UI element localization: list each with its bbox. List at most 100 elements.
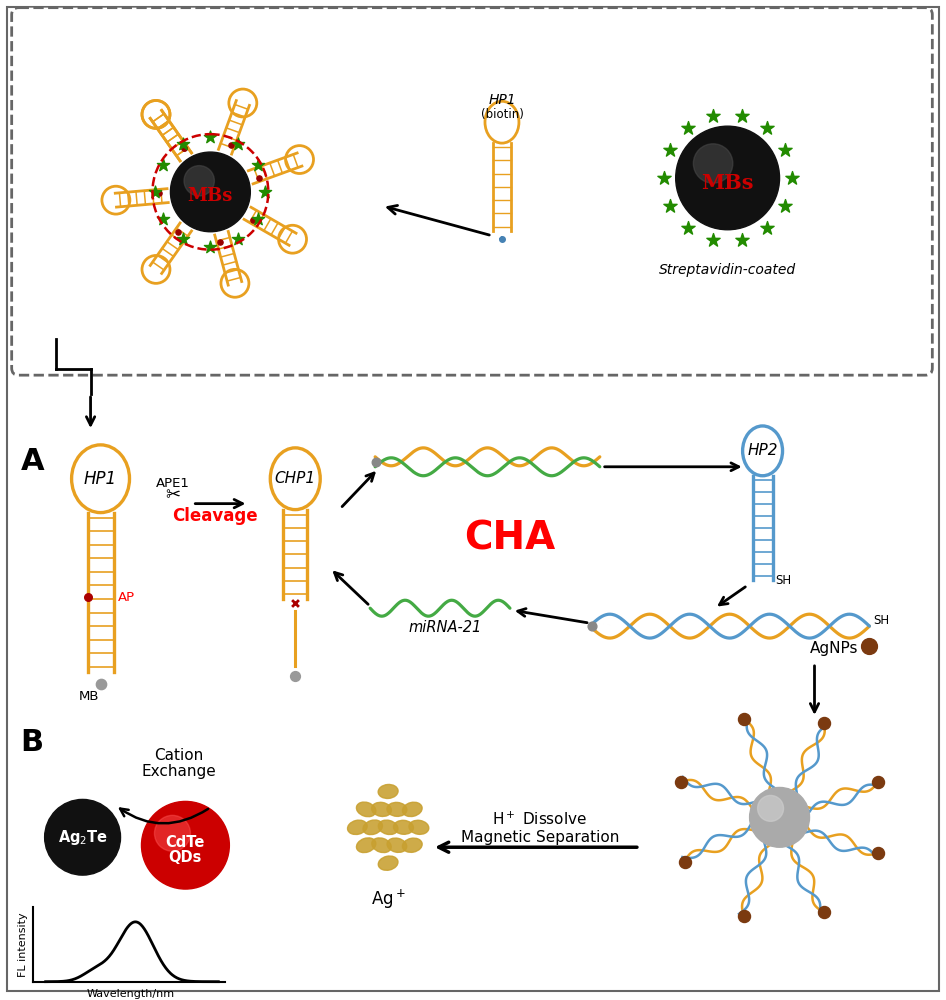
Text: Exchange: Exchange bbox=[141, 764, 216, 779]
Text: CHA: CHA bbox=[464, 519, 555, 557]
Text: HP2: HP2 bbox=[747, 443, 778, 458]
Point bbox=[252, 170, 267, 186]
Point bbox=[706, 108, 721, 124]
Point bbox=[706, 232, 721, 248]
Text: SH: SH bbox=[873, 614, 889, 627]
Text: Magnetic Separation: Magnetic Separation bbox=[461, 830, 619, 845]
Text: H$^+$ Dissolve: H$^+$ Dissolve bbox=[492, 811, 587, 828]
Point bbox=[251, 211, 266, 227]
Text: SH: SH bbox=[776, 574, 792, 587]
Point bbox=[680, 220, 695, 236]
Ellipse shape bbox=[363, 820, 382, 835]
Text: miRNA-21: miRNA-21 bbox=[409, 620, 482, 635]
Ellipse shape bbox=[394, 820, 413, 834]
Point bbox=[202, 239, 218, 255]
Text: AP: AP bbox=[117, 591, 134, 604]
Circle shape bbox=[675, 126, 780, 230]
Point bbox=[495, 231, 510, 247]
Point bbox=[251, 157, 266, 173]
Text: A: A bbox=[21, 447, 44, 476]
Point bbox=[870, 845, 885, 861]
Point bbox=[93, 676, 108, 692]
Ellipse shape bbox=[372, 838, 392, 853]
Circle shape bbox=[154, 815, 190, 851]
Point bbox=[175, 231, 190, 247]
Point bbox=[80, 589, 96, 605]
Point bbox=[155, 157, 170, 173]
Point bbox=[257, 184, 272, 200]
Text: CHP1: CHP1 bbox=[274, 471, 316, 486]
FancyArrowPatch shape bbox=[120, 809, 208, 823]
Point bbox=[148, 184, 163, 200]
Point bbox=[495, 231, 510, 247]
Point bbox=[177, 140, 192, 156]
Ellipse shape bbox=[378, 820, 398, 835]
Text: Ag$^+$: Ag$^+$ bbox=[371, 888, 406, 911]
Point bbox=[778, 198, 793, 214]
Text: Cation: Cation bbox=[154, 748, 203, 763]
Text: MB: MB bbox=[79, 690, 99, 703]
Text: ✂: ✂ bbox=[165, 487, 180, 505]
Point bbox=[734, 108, 749, 124]
Circle shape bbox=[142, 801, 229, 889]
Point bbox=[784, 170, 799, 186]
Circle shape bbox=[170, 152, 251, 232]
Point bbox=[369, 454, 384, 470]
Point bbox=[245, 212, 260, 228]
Text: HP1: HP1 bbox=[84, 470, 117, 488]
Point bbox=[736, 908, 751, 924]
Point bbox=[862, 638, 877, 654]
Ellipse shape bbox=[378, 784, 398, 798]
Text: MBs: MBs bbox=[187, 187, 233, 205]
Text: QDs: QDs bbox=[168, 850, 202, 865]
Text: HP1: HP1 bbox=[488, 93, 516, 107]
Text: Ag$_2$Te: Ag$_2$Te bbox=[58, 828, 108, 847]
Text: Wavelength/nm: Wavelength/nm bbox=[86, 989, 175, 999]
Point bbox=[760, 120, 775, 136]
Text: Streptavidin-coated: Streptavidin-coated bbox=[659, 263, 797, 277]
Text: B: B bbox=[21, 728, 44, 757]
Ellipse shape bbox=[378, 856, 398, 870]
Ellipse shape bbox=[402, 802, 422, 817]
Ellipse shape bbox=[347, 820, 367, 834]
Point bbox=[170, 224, 185, 240]
Circle shape bbox=[758, 795, 783, 821]
Ellipse shape bbox=[387, 838, 407, 852]
Point bbox=[734, 232, 749, 248]
Point bbox=[230, 136, 245, 152]
Point bbox=[680, 120, 695, 136]
Circle shape bbox=[184, 166, 215, 196]
Ellipse shape bbox=[357, 802, 376, 817]
Point bbox=[175, 136, 190, 152]
Text: MBs: MBs bbox=[701, 173, 754, 193]
Text: CdTe: CdTe bbox=[166, 835, 205, 850]
Point bbox=[816, 715, 832, 731]
Point bbox=[657, 170, 672, 186]
Point bbox=[674, 774, 689, 790]
Text: Cleavage: Cleavage bbox=[172, 507, 258, 525]
Point bbox=[816, 904, 832, 920]
Text: APE1: APE1 bbox=[155, 477, 189, 490]
Point bbox=[662, 142, 677, 158]
Ellipse shape bbox=[387, 802, 407, 816]
Point bbox=[870, 774, 885, 790]
Ellipse shape bbox=[372, 802, 392, 816]
Point bbox=[155, 211, 170, 227]
Ellipse shape bbox=[409, 820, 429, 834]
Point bbox=[662, 198, 677, 214]
Point bbox=[177, 140, 192, 156]
Point bbox=[585, 618, 600, 634]
Point bbox=[223, 137, 238, 153]
Point bbox=[760, 220, 775, 236]
FancyBboxPatch shape bbox=[7, 7, 939, 991]
Text: FL intensity: FL intensity bbox=[18, 913, 27, 977]
Ellipse shape bbox=[357, 838, 376, 853]
Text: AgNPs: AgNPs bbox=[810, 641, 858, 656]
Point bbox=[213, 234, 228, 250]
Text: (biotin): (biotin) bbox=[481, 108, 523, 121]
Circle shape bbox=[44, 799, 120, 875]
Point bbox=[736, 711, 751, 727]
Point bbox=[288, 595, 303, 611]
Point bbox=[288, 668, 303, 684]
Point bbox=[778, 142, 793, 158]
